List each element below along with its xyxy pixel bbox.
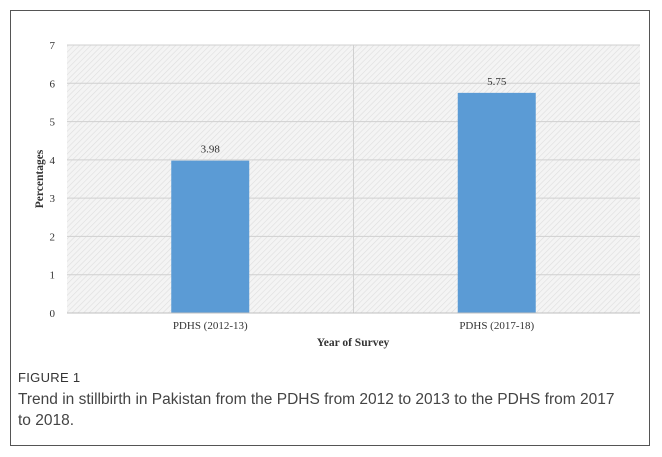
figure-caption: Trend in stillbirth in Pakistan from the… [18, 391, 615, 429]
y-tick-label: 1 [50, 270, 56, 282]
data-label: 5.75 [487, 76, 507, 88]
y-tick-labels: 0 1 2 3 4 5 6 7 [50, 40, 56, 320]
y-tick-label: 5 [50, 117, 56, 129]
y-tick-label: 2 [50, 231, 56, 243]
x-tick-label: PDHS (2017-18) [459, 320, 534, 332]
x-tick-label: PDHS (2012-13) [173, 320, 248, 332]
bar-1 [171, 160, 250, 313]
y-tick-label: 0 [50, 308, 56, 320]
figure-label: FIGURE 1 [18, 370, 81, 385]
bars [171, 92, 536, 313]
y-tick-label: 6 [50, 78, 56, 90]
y-tick-label: 4 [50, 155, 56, 167]
bar-2 [457, 92, 536, 313]
y-tick-label: 3 [50, 193, 56, 205]
x-tick-labels: PDHS (2012-13) PDHS (2017-18) [173, 320, 535, 332]
gridlines [67, 44, 640, 313]
y-tick-label: 7 [50, 40, 56, 52]
y-axis-title: Percentages [34, 149, 46, 208]
data-label: 3.98 [201, 144, 221, 156]
x-axis-title: Year of Survey [317, 337, 390, 349]
data-labels: 3.98 5.75 [201, 76, 507, 156]
